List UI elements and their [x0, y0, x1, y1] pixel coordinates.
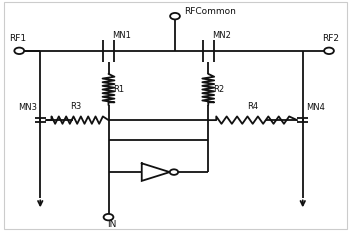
Circle shape [170, 13, 180, 19]
Text: MN4: MN4 [306, 103, 325, 112]
Circle shape [14, 48, 24, 54]
Text: RF2: RF2 [322, 34, 339, 43]
Text: R1: R1 [113, 85, 125, 94]
Text: RF1: RF1 [9, 34, 26, 43]
Circle shape [104, 214, 113, 220]
Text: IN: IN [107, 220, 117, 229]
Text: MN3: MN3 [18, 103, 37, 112]
Circle shape [170, 169, 178, 175]
Text: R2: R2 [213, 85, 224, 94]
Text: RFCommon: RFCommon [184, 7, 236, 15]
Text: MN2: MN2 [212, 31, 231, 40]
Text: R3: R3 [70, 102, 81, 111]
Text: R4: R4 [247, 102, 258, 111]
Circle shape [324, 48, 334, 54]
Text: MN1: MN1 [112, 31, 131, 40]
